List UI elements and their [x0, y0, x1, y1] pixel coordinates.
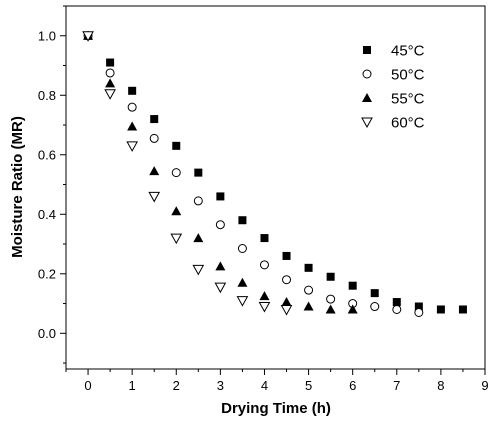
x-tick-label: 4: [261, 378, 268, 393]
data-point: [258, 302, 271, 313]
data-point: [370, 289, 379, 298]
y-tick-label: 0.6: [38, 147, 56, 162]
data-point: [392, 298, 401, 307]
x-axis-title: Drying Time (h): [221, 400, 331, 417]
data-points: [82, 30, 467, 317]
legend: 45°C 50°C 55°C 60°C: [361, 43, 425, 132]
data-point: [192, 264, 205, 276]
data-point: [237, 277, 248, 287]
x-tick-label: 5: [305, 378, 312, 393]
x-axis-ticks: 0 1 2 3 4 5 6 7 8 9: [65, 369, 489, 393]
legend-item: 60°C: [361, 115, 425, 132]
data-point: [214, 282, 227, 294]
series-filled-square: [84, 31, 467, 314]
y-tick-label: 0.8: [38, 88, 56, 103]
data-point: [127, 121, 138, 131]
y-axis-ticks: 0.0 0.2 0.4 0.6 0.8 1.0: [38, 5, 66, 364]
legend-item: 55°C: [362, 91, 425, 108]
x-tick-label: 7: [393, 378, 400, 393]
data-point: [236, 296, 249, 307]
data-point: [414, 302, 423, 311]
data-point: [149, 166, 160, 176]
x-tick-label: 9: [481, 378, 488, 393]
data-point: [193, 233, 204, 243]
data-point: [303, 301, 314, 311]
data-point: [304, 285, 314, 295]
y-tick-label: 0.2: [38, 266, 56, 281]
data-point: [105, 68, 115, 78]
data-point: [237, 243, 247, 253]
data-point: [172, 141, 181, 150]
data-point: [148, 191, 161, 203]
series-filled-triangle: [83, 30, 358, 314]
data-point: [280, 304, 293, 316]
data-point: [215, 261, 226, 271]
x-tick-label: 6: [349, 378, 356, 393]
y-tick-label: 0.4: [38, 207, 56, 222]
data-point: [414, 307, 424, 317]
y-axis-title: Moisture Ratio (MR): [9, 116, 26, 258]
legend-label: 50°C: [391, 67, 425, 84]
data-point: [326, 272, 335, 281]
legend-marker: [362, 93, 372, 102]
data-point: [193, 196, 203, 206]
data-point: [282, 275, 292, 285]
data-point: [325, 304, 336, 314]
data-point: [128, 86, 137, 95]
legend-marker: [363, 46, 371, 54]
data-point: [215, 220, 225, 230]
x-tick-label: 2: [173, 378, 180, 393]
legend-label: 45°C: [391, 43, 425, 60]
data-point: [105, 78, 116, 88]
legend-item: 50°C: [362, 67, 425, 84]
data-point: [171, 206, 182, 216]
data-point: [281, 297, 292, 307]
legend-item: 45°C: [363, 43, 425, 60]
legend-marker: [361, 117, 373, 129]
series-open-circle: [83, 31, 424, 317]
data-point: [104, 89, 116, 100]
x-tick-label: 3: [217, 378, 224, 393]
legend-label: 60°C: [391, 115, 425, 132]
data-point: [370, 302, 380, 312]
data-point: [82, 31, 94, 42]
data-point: [348, 281, 357, 290]
data-point: [150, 115, 159, 124]
data-point: [126, 141, 139, 152]
data-point: [436, 305, 445, 314]
y-tick-label: 0.0: [38, 326, 56, 341]
plot-frame: [65, 5, 486, 370]
data-point: [149, 133, 159, 143]
data-point: [304, 263, 313, 272]
data-point: [347, 304, 358, 314]
data-point: [259, 291, 270, 301]
data-point: [106, 58, 115, 67]
data-point: [194, 168, 203, 177]
legend-label: 55°C: [391, 91, 425, 108]
data-point: [326, 294, 336, 304]
data-point: [260, 234, 269, 243]
data-point: [127, 102, 137, 112]
data-point: [458, 305, 467, 314]
data-point: [170, 233, 183, 245]
x-tick-label: 0: [84, 378, 91, 393]
legend-marker: [362, 69, 372, 79]
data-point: [216, 192, 225, 201]
data-point: [392, 304, 402, 314]
x-tick-label: 1: [129, 378, 136, 393]
data-point: [238, 216, 247, 225]
series-open-down-triangle: [82, 31, 293, 316]
data-point: [259, 260, 269, 270]
data-point: [282, 251, 291, 260]
y-tick-label: 1.0: [38, 28, 56, 43]
x-tick-label: 8: [437, 378, 444, 393]
data-point: [171, 168, 181, 178]
